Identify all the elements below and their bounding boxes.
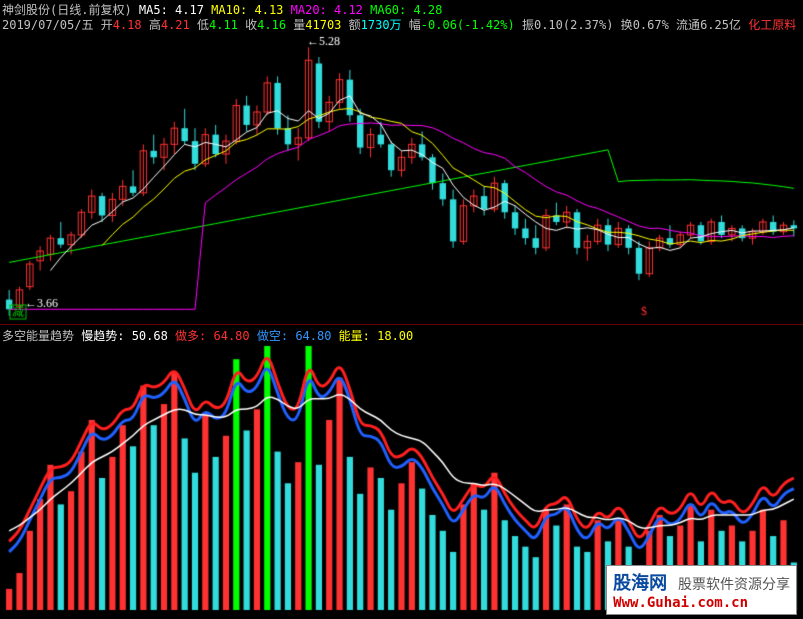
kline-chart[interactable]	[0, 30, 803, 325]
panel-divider[interactable]	[0, 324, 803, 325]
watermark: 股海网 股票软件资源分享Www.Guhai.com.cn	[606, 565, 797, 615]
